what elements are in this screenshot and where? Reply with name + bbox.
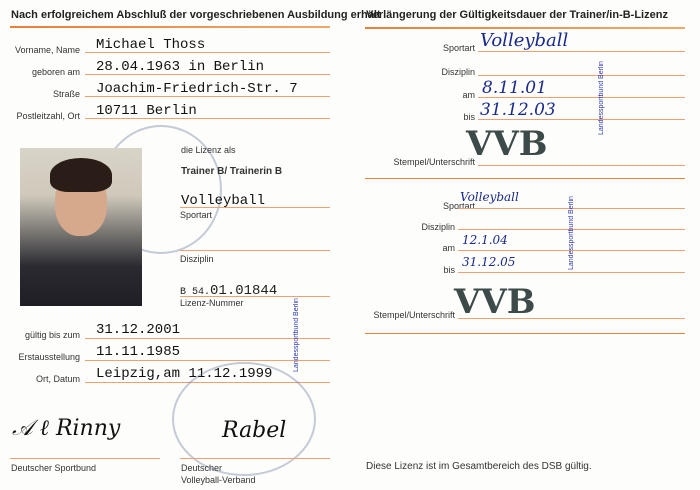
license-prefix: B 54. bbox=[180, 287, 211, 298]
city-value: 10711 Berlin bbox=[96, 103, 197, 119]
birth-value: 28.04.1963 in Berlin bbox=[96, 59, 265, 75]
place-date-label: Ort, Datum bbox=[35, 374, 80, 384]
sport-value: Volleyball bbox=[460, 190, 519, 204]
bis-label: bis bbox=[463, 112, 475, 122]
license-type: Trainer B/ Trainerin B bbox=[181, 166, 283, 177]
bis-value: 31.12.03 bbox=[480, 100, 556, 120]
left-header: Nach erfolgreichem Abschluß der vorgesch… bbox=[11, 9, 381, 21]
rule bbox=[85, 74, 330, 75]
stamp-label: Stempel/Unterschrift bbox=[373, 310, 455, 320]
rule bbox=[458, 318, 685, 319]
rule bbox=[478, 165, 685, 166]
signer-dsb: Deutscher Sportbund bbox=[11, 463, 97, 473]
lsb-stamp: Landessportbund Berlin bbox=[293, 298, 300, 372]
header-rule bbox=[365, 27, 685, 29]
lsb-stamp: Landessportbund Berlin bbox=[598, 61, 605, 135]
license-number-value: 01.01844 bbox=[210, 283, 278, 299]
rule bbox=[180, 250, 330, 251]
rule bbox=[85, 52, 330, 53]
rule bbox=[458, 250, 685, 251]
lsb-stamp: Landessportbund Berlin bbox=[568, 196, 575, 270]
rule bbox=[85, 96, 330, 97]
rule bbox=[180, 296, 330, 297]
rule bbox=[85, 118, 330, 119]
block-divider bbox=[365, 178, 685, 179]
sport-value: Volleyball bbox=[480, 30, 569, 51]
first-issue-value: 11.11.1985 bbox=[96, 344, 181, 360]
stamp-label: Stempel/Unterschrift bbox=[393, 157, 475, 167]
license-number-label: Lizenz-Nummer bbox=[180, 298, 244, 308]
signer-dvv-2: Volleyball-Verband bbox=[181, 475, 256, 485]
valid-until-label: gültig bis zum bbox=[24, 330, 80, 340]
footer-note: Diese Lizenz ist im Gesamtbereich des DS… bbox=[366, 461, 592, 472]
vvb-stamp: VVB bbox=[454, 282, 536, 322]
block-divider bbox=[365, 333, 685, 334]
rule bbox=[85, 338, 330, 339]
bis-value: 31.12.05 bbox=[462, 255, 516, 269]
signature-dsb: 𝒜 ℓ Rinny bbox=[12, 416, 121, 441]
vvb-stamp: VVB bbox=[466, 124, 548, 164]
am-value: 12.1.04 bbox=[462, 233, 508, 247]
discipline-label: Disziplin bbox=[441, 67, 475, 77]
rule bbox=[478, 75, 685, 76]
portrait-photo bbox=[20, 148, 142, 306]
rule bbox=[10, 458, 160, 459]
rule bbox=[180, 207, 330, 208]
seal-stamp-bottom bbox=[172, 362, 316, 476]
am-label: am bbox=[442, 243, 455, 253]
am-value: 8.11.01 bbox=[482, 78, 547, 98]
rule bbox=[458, 272, 685, 273]
name-label: Vorname, Name bbox=[14, 45, 80, 55]
discipline-label: Disziplin bbox=[421, 222, 455, 232]
street-value: Joachim-Friedrich-Str. 7 bbox=[96, 81, 298, 97]
am-label: am bbox=[462, 90, 475, 100]
rule bbox=[478, 97, 685, 98]
city-label: Postleitzahl, Ort bbox=[16, 111, 80, 121]
birth-label: geboren am bbox=[31, 67, 80, 77]
right-header: Verlängerung der Gültigkeitsdauer der Tr… bbox=[366, 9, 668, 21]
rule bbox=[478, 51, 685, 52]
valid-until-value: 31.12.2001 bbox=[96, 322, 181, 338]
first-issue-label: Erstausstellung bbox=[18, 352, 80, 362]
rule bbox=[458, 208, 685, 209]
license-number: B 54.01.01844 bbox=[180, 281, 277, 299]
signer-dvv-1: Deutscher bbox=[181, 463, 223, 473]
rule bbox=[85, 360, 330, 361]
sport-value: Volleyball bbox=[181, 193, 266, 209]
bis-label: bis bbox=[443, 265, 455, 275]
sport-label: Sportart bbox=[180, 210, 213, 220]
sport-label: Sportart bbox=[442, 201, 475, 211]
discipline-label: Disziplin bbox=[180, 254, 214, 264]
rule bbox=[478, 119, 685, 120]
hair-shape bbox=[50, 158, 112, 192]
sport-label: Sportart bbox=[442, 43, 475, 53]
rule bbox=[458, 229, 685, 230]
street-label: Straße bbox=[52, 89, 80, 99]
name-value: Michael Thoss bbox=[96, 37, 206, 53]
license-intro: die Lizenz als bbox=[181, 145, 236, 155]
header-rule bbox=[10, 26, 330, 28]
rule bbox=[180, 458, 330, 459]
signature-dvv: Rabel bbox=[222, 418, 287, 443]
